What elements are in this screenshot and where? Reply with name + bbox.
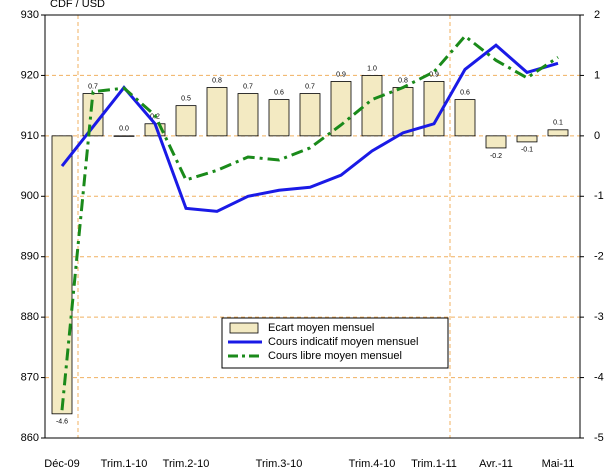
bar-value-label: 0.7 [305,83,315,90]
y-tick-label: 890 [21,251,39,263]
x-tick-label: Trim.1-11 [411,458,457,470]
bar-value-label: 0.6 [460,89,470,96]
x-tick-label: Avr.-11 [479,458,513,470]
y2-tick-label: 2 [594,9,600,21]
bar-value-label: -4.6 [56,419,68,426]
line-series [60,43,559,213]
legend-label: Cours libre moyen mensuel [268,350,402,362]
y-tick-label: 910 [21,130,39,142]
bar-value-label: 0.9 [429,71,439,78]
legend-label: Ecart moyen mensuel [268,322,374,334]
y2-tick-label: 0 [594,130,600,142]
bar-value-label: 0.9 [336,71,346,78]
bar [485,135,507,149]
x-tick-label: Trim.3-10 [256,458,303,470]
bar [392,87,414,137]
x-tick-label: Mai-11 [542,458,575,470]
y-axis-label: CDF / USD [50,0,105,10]
bar-value-label: -0.1 [521,147,533,154]
bar [237,93,259,137]
bar-value-label: 0.8 [398,77,408,84]
bar [206,87,228,137]
y-tick-label: 930 [21,9,39,21]
y-tick-label: 870 [21,371,39,383]
y2-tick-label: -3 [594,311,604,323]
bar [268,99,290,137]
y-tick-label: 860 [21,432,39,444]
y-tick-label: 880 [21,311,39,323]
bar-value-label: 0.6 [274,89,284,96]
y-tick-label: 900 [21,190,39,202]
bar-value-label: 0.1 [553,120,563,127]
bar [113,135,135,137]
line-series [60,34,559,411]
x-tick-label: Trim.2-10 [163,458,210,470]
bar [330,81,352,137]
y2-tick-label: -4 [594,371,604,383]
bar [361,75,383,137]
bar [51,135,73,415]
x-tick-label: Trim.1-10 [101,458,148,470]
bar [547,129,569,137]
bar-value-label: 0.7 [88,83,98,90]
legend-swatch [229,322,259,334]
bar-value-label: -0.2 [490,153,502,160]
bar-value-label: 0.5 [181,95,191,102]
bar-value-label: 0.8 [212,77,222,84]
y-tick-label: 920 [21,69,39,81]
y2-tick-label: -5 [594,432,604,444]
bar [454,99,476,137]
bar-value-label: 0.0 [119,126,129,133]
legend-label: Cours indicatif moyen mensuel [268,336,418,348]
bar [175,105,197,137]
x-tick-label: Trim.4-10 [349,458,396,470]
bar [299,93,321,137]
x-tick-label: Déc-09 [44,458,79,470]
y2-tick-label: -2 [594,251,604,263]
y2-tick-label: -1 [594,190,604,202]
bar [516,135,538,143]
bar-value-label: 1.0 [367,65,377,72]
bar-value-label: 0.7 [243,83,253,90]
y2-tick-label: 1 [594,69,600,81]
